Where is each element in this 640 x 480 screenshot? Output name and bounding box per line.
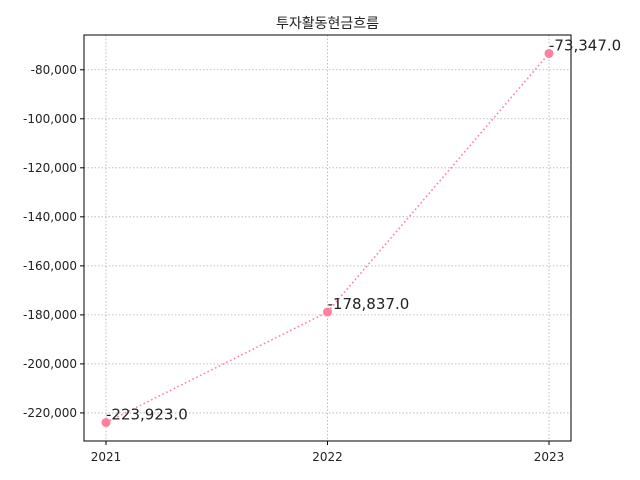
y-tick-label: -220,000 [23, 406, 77, 420]
y-tick-label: -80,000 [31, 63, 77, 77]
data-point [101, 418, 111, 428]
x-gridlines [105, 35, 550, 441]
x-axis: 2021 2022 2023 [91, 441, 565, 464]
x-tick-label: 2023 [534, 450, 565, 464]
y-tick-label: -100,000 [23, 112, 77, 126]
y-gridlines [84, 69, 571, 414]
data-point [323, 307, 332, 317]
y-tick-label: -160,000 [23, 259, 77, 273]
data-labels: -223,923.0 -178,837.0 -73,347.0 [106, 36, 621, 423]
data-point [544, 48, 554, 58]
chart-title: 투자활동현금흐름 [276, 16, 379, 32]
data-label: -223,923.0 [106, 406, 188, 424]
y-tick-label: -180,000 [23, 308, 77, 322]
x-tick-label: 2021 [91, 450, 122, 464]
data-label: -178,837.0 [328, 295, 410, 313]
y-tick-label: -200,000 [23, 357, 77, 371]
y-axis: -220,000 -200,000 -180,000 -160,000 -140,000… [23, 63, 84, 420]
data-label: -73,347.0 [549, 36, 621, 54]
series-layer [101, 48, 554, 428]
x-tick-label: 2022 [312, 450, 343, 464]
y-tick-label: -140,000 [23, 210, 77, 224]
y-tick-label: -120,000 [23, 161, 77, 175]
